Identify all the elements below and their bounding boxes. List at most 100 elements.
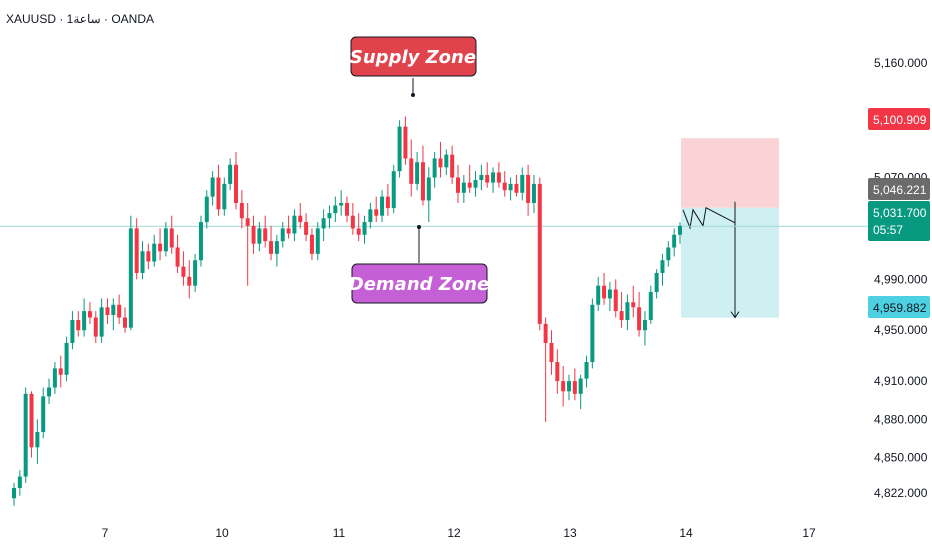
- candle-body: [292, 215, 297, 234]
- candle: [385, 183, 390, 216]
- candle: [152, 234, 157, 267]
- candle: [654, 269, 659, 299]
- supply-zone-box[interactable]: [350, 36, 477, 77]
- entry-price-tag: [868, 178, 930, 200]
- candle-body: [204, 196, 209, 223]
- candle-body: [637, 307, 642, 331]
- demand-zone-box[interactable]: [351, 263, 488, 304]
- candle-body: [526, 174, 531, 203]
- candle-body: [596, 285, 601, 305]
- candle-body: [461, 182, 466, 193]
- candle: [12, 482, 16, 506]
- candle-body: [304, 222, 309, 235]
- candle: [309, 228, 314, 261]
- candle: [362, 215, 367, 244]
- candle-body: [35, 432, 40, 448]
- candle-body: [263, 228, 268, 242]
- candle: [648, 285, 653, 324]
- candle-body: [134, 228, 139, 273]
- candle-body: [642, 320, 647, 331]
- candle: [473, 171, 478, 197]
- candle: [181, 251, 186, 286]
- candle: [239, 190, 244, 229]
- candle: [444, 149, 449, 175]
- candle-body: [345, 202, 349, 216]
- candle: [47, 378, 52, 405]
- candle: [315, 222, 320, 261]
- candle: [672, 228, 677, 257]
- stop-price-tag: [868, 108, 930, 130]
- candle-body: [561, 381, 566, 392]
- candle: [380, 190, 385, 223]
- y-tick-label: 4,822.000: [874, 486, 928, 500]
- candle-body: [362, 222, 367, 235]
- candle: [274, 234, 279, 267]
- countdown-text: 05:57: [873, 223, 903, 237]
- candle-body: [99, 307, 104, 337]
- candle: [128, 215, 133, 331]
- candle-body: [531, 183, 536, 203]
- candle: [420, 145, 425, 206]
- candle-body: [485, 174, 490, 183]
- supply-zone-label: Supply Zone: [350, 47, 476, 68]
- candle: [339, 190, 344, 216]
- stop-loss-zone[interactable]: [681, 138, 779, 208]
- candle-body: [444, 154, 449, 168]
- candle-body: [660, 260, 665, 273]
- annotations[interactable]: Supply Zone Demand Zone: [349, 36, 489, 304]
- candle-body: [619, 311, 624, 321]
- candles: [12, 116, 682, 506]
- candle-body: [41, 396, 46, 433]
- candle-body: [315, 228, 320, 254]
- candle: [561, 365, 566, 407]
- candle-body: [385, 196, 390, 209]
- candle-body: [543, 323, 548, 343]
- candle-body: [52, 368, 57, 388]
- candle: [596, 276, 601, 312]
- candle: [508, 177, 513, 201]
- x-tick-label: 13: [563, 526, 577, 540]
- candle-body: [368, 209, 373, 223]
- candle-body: [456, 177, 460, 193]
- candle: [204, 190, 209, 229]
- y-tick-label: 4,850.000: [874, 450, 928, 464]
- candle: [485, 162, 490, 188]
- candle: [286, 215, 291, 239]
- candle-body: [625, 302, 630, 321]
- candle-body: [590, 304, 595, 363]
- candle-body: [239, 202, 244, 219]
- candle: [567, 374, 571, 401]
- x-tick-label: 12: [447, 526, 461, 540]
- candle-body: [537, 183, 542, 324]
- candle: [590, 298, 595, 369]
- candle-body: [567, 381, 571, 392]
- candle: [637, 292, 642, 337]
- candle-body: [339, 202, 344, 206]
- candle: [175, 234, 180, 273]
- candle-body: [631, 302, 636, 308]
- candle-body: [257, 228, 262, 244]
- candle: [467, 164, 472, 193]
- candle-body: [327, 213, 332, 219]
- candle: [391, 164, 396, 214]
- candle-body: [426, 177, 431, 201]
- candle: [450, 145, 455, 184]
- position-tool[interactable]: [681, 138, 779, 319]
- candle-body: [333, 205, 338, 214]
- candle: [409, 139, 414, 197]
- candle-body: [111, 304, 116, 315]
- candle: [251, 215, 256, 254]
- candle: [368, 202, 373, 229]
- candle: [602, 272, 607, 305]
- candle-body: [678, 225, 682, 235]
- candle-body: [467, 182, 472, 188]
- target-price-tag-text: 4,959.882: [873, 301, 927, 315]
- y-tick-label: 4,880.000: [874, 412, 928, 426]
- candle-body: [23, 393, 28, 477]
- take-profit-zone[interactable]: [681, 207, 779, 318]
- candle-body: [584, 362, 589, 379]
- candle: [613, 279, 618, 318]
- candle: [123, 307, 127, 333]
- candle: [87, 302, 92, 324]
